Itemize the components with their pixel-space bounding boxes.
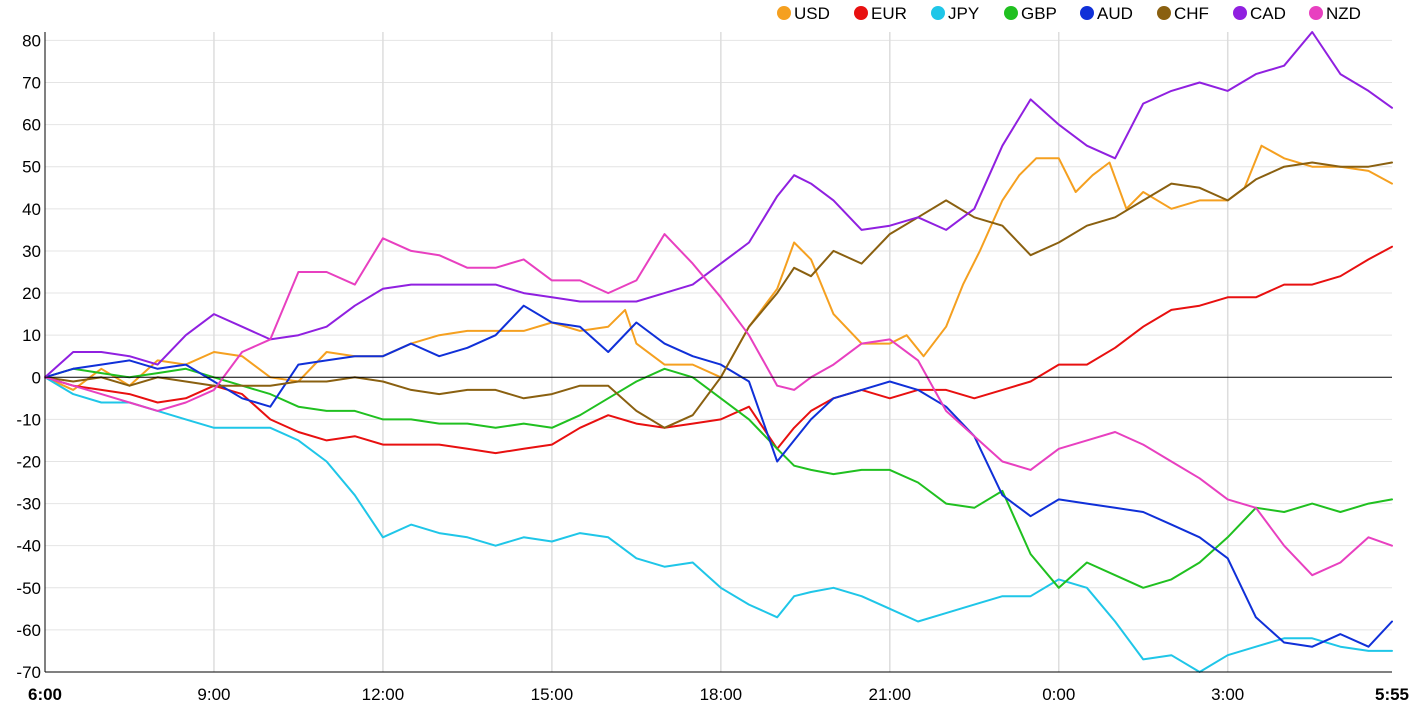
series-line-aud: [44, 304, 1393, 648]
legend-item-gbp[interactable]: GBP: [1004, 4, 1057, 23]
y-tick-label: -50: [16, 579, 41, 598]
y-tick-label: -40: [16, 537, 41, 556]
legend-label: CHF: [1174, 4, 1209, 23]
legend-label: NZD: [1326, 4, 1361, 23]
y-tick-label: 70: [22, 74, 41, 93]
legend-label: EUR: [871, 4, 907, 23]
series-line-chf: [44, 161, 1393, 429]
legend-swatch: [854, 6, 868, 20]
legend-item-nzd[interactable]: NZD: [1309, 4, 1361, 23]
series-lines: [44, 31, 1393, 673]
x-tick-label: 9:00: [197, 685, 230, 704]
legend-label: JPY: [948, 4, 979, 23]
series-line-jpy: [44, 376, 1393, 673]
x-tick-label: 18:00: [700, 685, 743, 704]
legend-item-jpy[interactable]: JPY: [931, 4, 979, 23]
legend-item-eur[interactable]: EUR: [854, 4, 907, 23]
y-tick-label: -60: [16, 621, 41, 640]
y-tick-label: -20: [16, 452, 41, 471]
y-tick-label: 20: [22, 284, 41, 303]
legend-item-usd[interactable]: USD: [777, 4, 830, 23]
legend-label: USD: [794, 4, 830, 23]
axes: 80 70 60 50 40 30 20 10 0 -10 -20 -30 -40 -50 -60 -70 6:…: [16, 31, 1409, 704]
y-tick-label: -70: [16, 663, 41, 682]
y-tick-label: 40: [22, 200, 41, 219]
legend-swatch: [1157, 6, 1171, 20]
x-tick-label: 21:00: [869, 685, 912, 704]
legend-label: GBP: [1021, 4, 1057, 23]
series-line-usd: [44, 144, 1393, 391]
series-line-nzd: [44, 233, 1393, 577]
x-tick-label: 12:00: [362, 685, 405, 704]
legend-label: AUD: [1097, 4, 1133, 23]
y-tick-label: 10: [22, 326, 41, 345]
y-tick-label: -30: [16, 495, 41, 514]
y-tick-label: 50: [22, 158, 41, 177]
legend-swatch: [1309, 6, 1323, 20]
y-tick-label: -10: [16, 410, 41, 429]
y-tick-label: 60: [22, 116, 41, 135]
y-tick-label: 80: [22, 31, 41, 50]
legend-swatch: [777, 6, 791, 20]
series-line-gbp: [44, 367, 1393, 589]
legend-item-chf[interactable]: CHF: [1157, 4, 1209, 23]
legend-swatch: [1080, 6, 1094, 20]
y-tick-label: 0: [32, 368, 41, 387]
legend: USD EUR JPY GBP AUD CHF CAD NZD: [777, 4, 1361, 23]
legend-swatch: [1004, 6, 1018, 20]
legend-item-cad[interactable]: CAD: [1233, 4, 1286, 23]
y-tick-label: 30: [22, 242, 41, 261]
x-tick-label: 3:00: [1211, 685, 1244, 704]
legend-swatch: [1233, 6, 1247, 20]
x-tick-label: 5:55: [1375, 685, 1409, 704]
grid: [45, 32, 1392, 673]
x-tick-label: 0:00: [1042, 685, 1075, 704]
x-tick-label: 15:00: [531, 685, 574, 704]
legend-swatch: [931, 6, 945, 20]
series-line-eur: [44, 245, 1393, 455]
series-line-cad: [44, 31, 1393, 379]
x-tick-label: 6:00: [28, 685, 62, 704]
legend-item-aud[interactable]: AUD: [1080, 4, 1133, 23]
legend-label: CAD: [1250, 4, 1286, 23]
